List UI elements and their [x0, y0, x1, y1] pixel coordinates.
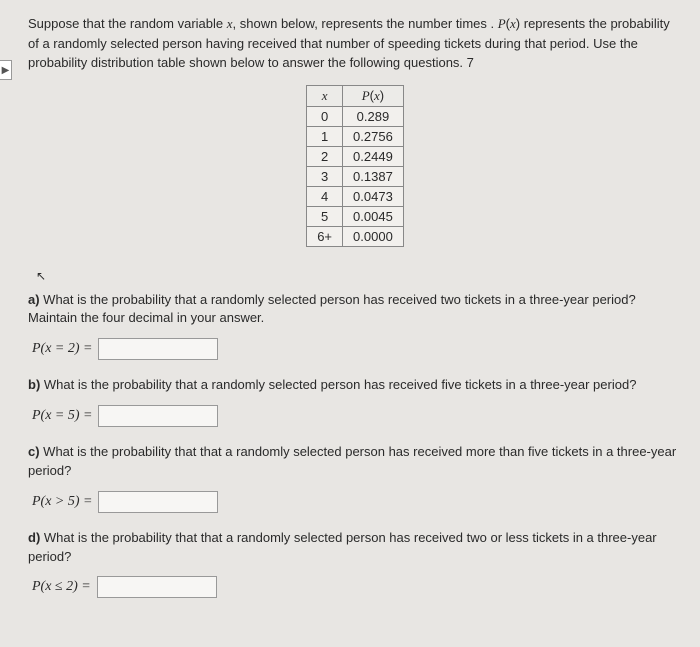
question-b-label: b) [28, 377, 40, 392]
question-a: a) What is the probability that a random… [28, 291, 682, 329]
answer-row-c: P(x > 5) = [32, 491, 682, 513]
table-row: 00.289 [307, 106, 404, 126]
table-row: 6+0.0000 [307, 226, 404, 246]
table-row: 20.2449 [307, 146, 404, 166]
table-row: 10.2756 [307, 126, 404, 146]
table-row: 50.0045 [307, 206, 404, 226]
header-x: x [307, 85, 343, 106]
table-header-row: x P(x) [307, 85, 404, 106]
question-d: d) What is the probability that that a r… [28, 529, 682, 567]
answer-row-a: P(x = 2) = [32, 338, 682, 360]
question-c-label: c) [28, 444, 40, 459]
probability-table: x P(x) 00.289 10.2756 20.2449 30.1387 40… [306, 85, 404, 247]
answer-d-math: P(x ≤ 2) = [32, 579, 91, 595]
question-b-text: What is the probability that a randomly … [40, 377, 636, 392]
cursor-icon: ↖ [36, 269, 46, 283]
header-px: P(x) [343, 85, 404, 106]
question-c-text: What is the probability that that a rand… [28, 444, 676, 478]
question-a-label: a) [28, 292, 40, 307]
answer-b-input[interactable] [98, 405, 218, 427]
answer-c-input[interactable] [98, 491, 218, 513]
question-d-label: d) [28, 530, 40, 545]
answer-a-input[interactable] [98, 338, 218, 360]
answer-row-d: P(x ≤ 2) = [32, 576, 682, 598]
nav-right-icon[interactable]: ▶ [0, 60, 12, 80]
answer-a-math: P(x = 2) = [32, 341, 92, 357]
question-a-text: What is the probability that a randomly … [28, 292, 636, 326]
answer-d-input[interactable] [97, 576, 217, 598]
intro-text: Suppose that the random variable x, show… [28, 14, 682, 73]
table-row: 30.1387 [307, 166, 404, 186]
question-d-text: What is the probability that that a rand… [28, 530, 657, 564]
question-b: b) What is the probability that a random… [28, 376, 682, 395]
answer-row-b: P(x = 5) = [32, 405, 682, 427]
question-c: c) What is the probability that that a r… [28, 443, 682, 481]
answer-c-math: P(x > 5) = [32, 494, 92, 510]
table-row: 40.0473 [307, 186, 404, 206]
answer-b-math: P(x = 5) = [32, 408, 92, 424]
